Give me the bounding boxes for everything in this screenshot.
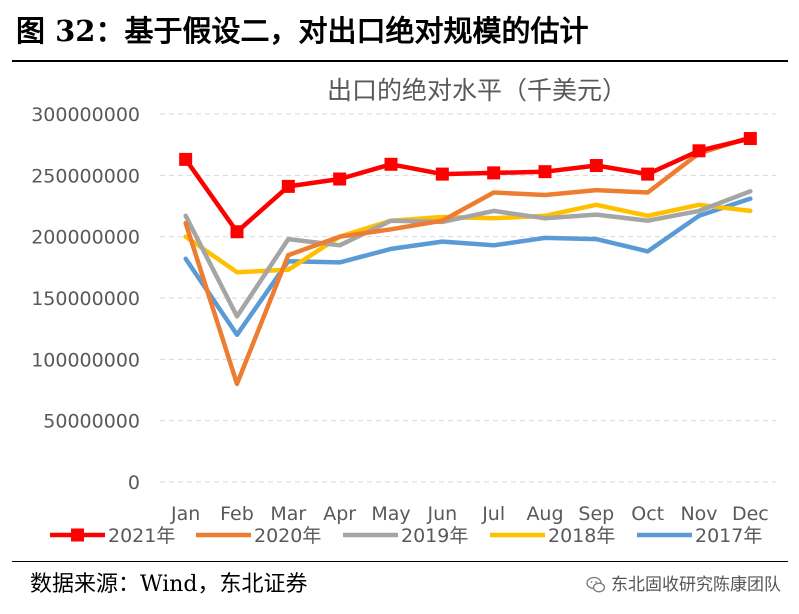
y-tick-label: 250000000 bbox=[31, 165, 140, 187]
line-chart: 出口的绝对水平（千美元） 0 50000000 100000000 150000000… bbox=[31, 76, 776, 547]
legend-label: 2019年 bbox=[401, 525, 468, 547]
x-tick-label: Nov bbox=[680, 503, 717, 525]
data-point bbox=[589, 159, 603, 173]
data-point bbox=[435, 167, 449, 181]
y-tick-label: 150000000 bbox=[31, 288, 140, 310]
series-line bbox=[183, 136, 753, 235]
x-tick-label: Jun bbox=[426, 503, 457, 525]
y-axis-ticks: 0 50000000 100000000 150000000 200000000 2500… bbox=[31, 104, 140, 494]
x-tick-label: Feb bbox=[220, 503, 254, 525]
legend-label: 2021年 bbox=[108, 525, 175, 547]
title-divider bbox=[12, 60, 788, 62]
watermark-text: 东北固收研究陈康团队 bbox=[611, 575, 781, 595]
x-tick-label: Jul bbox=[481, 503, 505, 525]
legend-label: 2018年 bbox=[548, 525, 615, 547]
series-line bbox=[183, 189, 753, 319]
data-point bbox=[538, 165, 552, 179]
data-point bbox=[179, 152, 193, 166]
y-tick-label: 0 bbox=[128, 472, 140, 494]
watermark: 东北固收研究陈康团队 bbox=[586, 572, 781, 598]
data-point bbox=[384, 157, 398, 171]
x-tick-label: Sep bbox=[578, 503, 614, 525]
x-tick-label: Apr bbox=[323, 503, 356, 525]
legend-label: 2020年 bbox=[254, 525, 321, 547]
x-axis-ticks: Jan Feb Mar Apr May Jun Jul Aug Sep Oct Nov Dec bbox=[170, 503, 769, 525]
chart-title: 出口的绝对水平（千美元） bbox=[327, 76, 627, 105]
x-tick-label: Jan bbox=[170, 503, 200, 525]
y-tick-label: 50000000 bbox=[43, 411, 140, 433]
source-divider bbox=[12, 561, 788, 562]
x-tick-label: Dec bbox=[732, 503, 769, 525]
data-point bbox=[743, 132, 757, 146]
figure-title: 图 32：基于假设二，对出口绝对规模的估计 bbox=[16, 14, 589, 48]
y-tick-label: 100000000 bbox=[31, 349, 140, 371]
legend-label: 2017年 bbox=[695, 525, 762, 547]
y-tick-label: 300000000 bbox=[31, 104, 140, 126]
series-lines bbox=[179, 132, 757, 387]
data-point bbox=[692, 144, 706, 158]
legend-marker bbox=[71, 528, 84, 542]
x-tick-label: Oct bbox=[631, 503, 664, 525]
data-point bbox=[641, 167, 655, 181]
x-tick-label: May bbox=[371, 503, 410, 525]
x-tick-label: Mar bbox=[270, 503, 306, 525]
gridlines bbox=[160, 113, 776, 483]
series-line bbox=[183, 135, 753, 387]
data-point bbox=[281, 179, 295, 193]
data-point bbox=[333, 172, 347, 186]
source-note: 数据来源：Wind，东北证券 bbox=[30, 572, 308, 597]
legend: 2021年 2020年 2019年 2018年 2017年 bbox=[50, 525, 762, 547]
y-tick-label: 200000000 bbox=[31, 227, 140, 249]
data-point bbox=[230, 225, 244, 239]
data-point bbox=[487, 166, 501, 180]
x-tick-label: Aug bbox=[526, 503, 563, 525]
wechat-icon bbox=[586, 576, 606, 593]
